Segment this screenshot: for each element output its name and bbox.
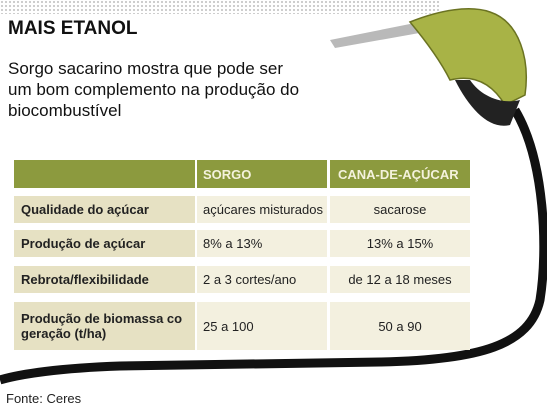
header-cell [14,160,195,188]
column-header: CANA-DE-AÇÚCAR [330,160,470,188]
row-label: Qualidade do açúcar [14,196,195,223]
row-label: Produção de açúcar [14,230,195,257]
hose [0,107,547,385]
trigger [455,80,520,126]
nozzle [408,8,527,106]
row-label: Rebrota/flexibilidade [14,266,195,293]
subtitle: Sorgo sacarino mostra que pode ser um bo… [8,59,300,120]
title: MAIS ETANOL [8,18,138,39]
source: Fonte: Ceres [6,391,82,406]
table-cell: 50 a 90 [330,302,470,350]
table-cell: 2 a 3 cortes/ano [197,266,327,293]
table-cell: 8% a 13% [197,230,327,257]
row-label: Produção de biomassa co geração (t/ha) [14,302,195,350]
dotted-band [0,0,440,14]
table-cell: de 12 a 18 meses [330,266,470,293]
table-cell: 13% a 15% [330,230,470,257]
spout [330,22,425,48]
table-cell: açúcares misturados [197,196,327,223]
table-cell: sacarose [330,196,470,223]
table-cell: 25 a 100 [197,302,327,350]
column-header: SORGO [197,160,327,188]
